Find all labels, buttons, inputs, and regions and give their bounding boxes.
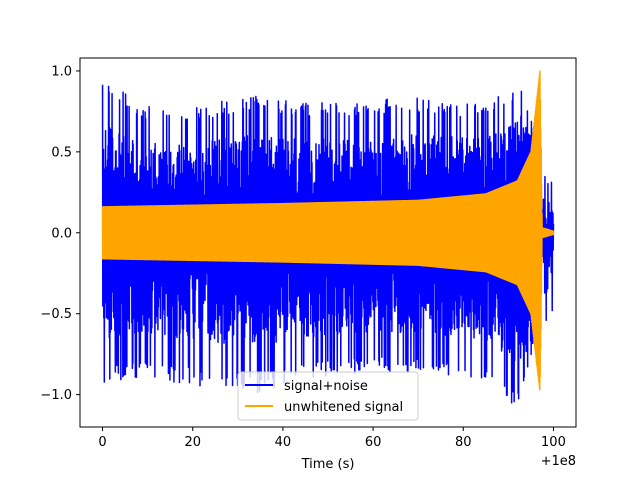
- legend: signal+noise unwhitened signal: [237, 371, 419, 421]
- x-tick-label: 40: [275, 435, 292, 450]
- x-tick-label: 100: [541, 435, 566, 450]
- axes-frame: [79, 57, 577, 428]
- axes-group: 0 20 40 60 80 100 −1.0 −0.5 0.0 0.5 1.0: [40, 57, 577, 450]
- series-unwhitened-signal-line: [101, 70, 555, 391]
- legend-frame: [237, 371, 419, 421]
- plot-area: [101, 70, 555, 404]
- x-axis-offset-label: +1e8: [541, 454, 576, 469]
- y-tick-label: 0.0: [51, 226, 72, 241]
- x-tick-label: 80: [455, 435, 472, 450]
- legend-entry-unwhitened-signal: unwhitened signal: [284, 400, 403, 415]
- y-tick-label: 0.5: [51, 145, 72, 160]
- x-tick-label: 60: [365, 435, 382, 450]
- series-signal-noise-line: [101, 84, 555, 404]
- y-tick-label: −1.0: [40, 388, 72, 403]
- x-tick-label: 20: [184, 435, 201, 450]
- y-tick-label: −0.5: [40, 307, 72, 322]
- x-tick-label: 0: [98, 435, 106, 450]
- legend-entry-signal-noise: signal+noise: [284, 379, 368, 394]
- y-tick-label: 1.0: [51, 64, 72, 79]
- x-axis-label: Time (s): [301, 457, 355, 472]
